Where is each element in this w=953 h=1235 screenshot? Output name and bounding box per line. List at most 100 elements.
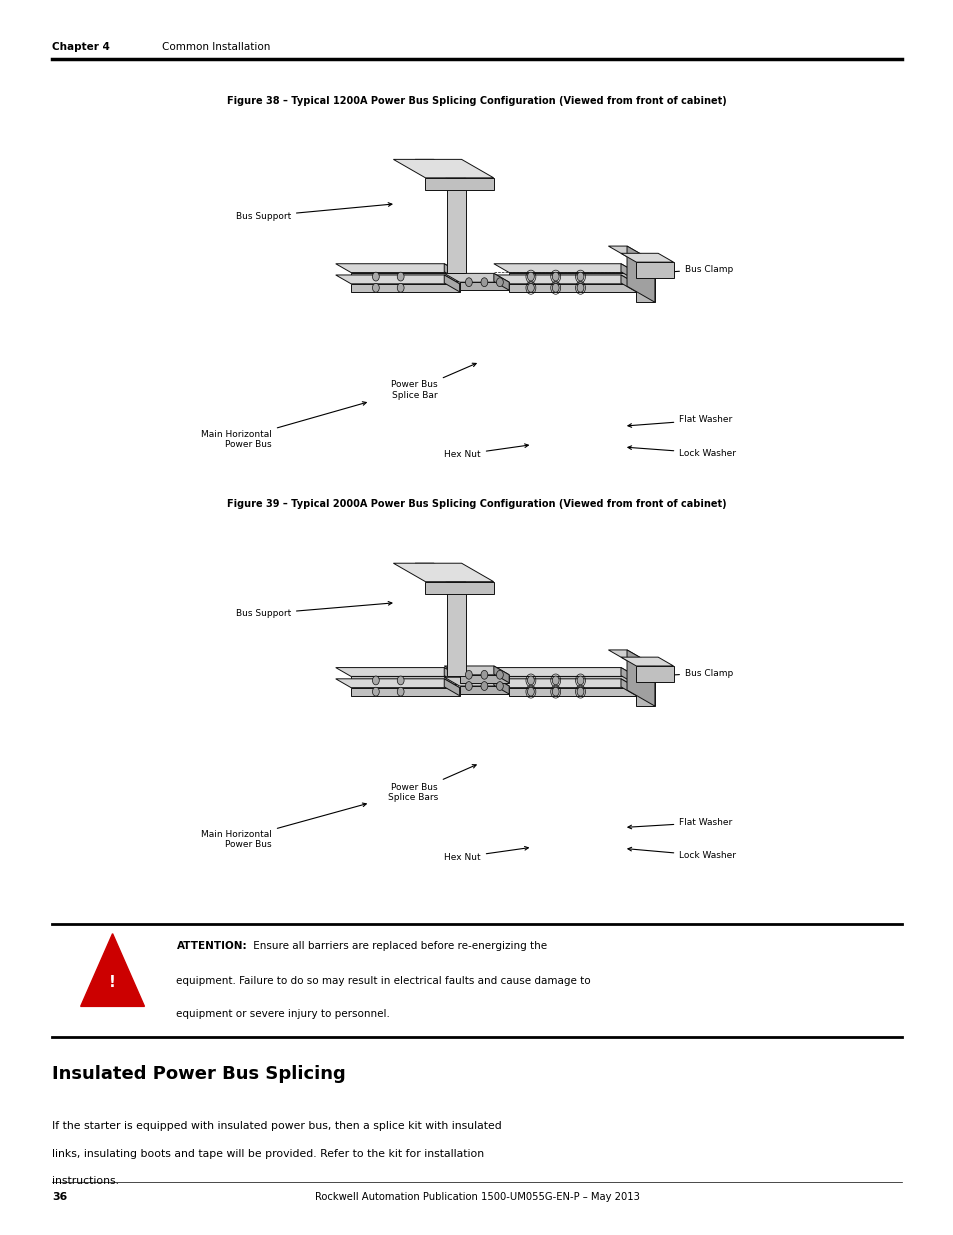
Polygon shape bbox=[509, 273, 636, 280]
Polygon shape bbox=[620, 275, 636, 291]
Polygon shape bbox=[81, 934, 144, 1007]
Polygon shape bbox=[494, 677, 509, 694]
Circle shape bbox=[527, 687, 534, 697]
Polygon shape bbox=[335, 264, 459, 273]
Polygon shape bbox=[335, 668, 459, 677]
Circle shape bbox=[577, 687, 583, 697]
Circle shape bbox=[396, 283, 404, 293]
Text: Hex Nut: Hex Nut bbox=[444, 846, 528, 862]
Text: Hex Nut: Hex Nut bbox=[444, 443, 528, 459]
Text: Figure 39 – Typical 2000A Power Bus Splicing Configuration (Viewed from front of: Figure 39 – Typical 2000A Power Bus Spli… bbox=[227, 499, 726, 509]
Text: Lock Washer: Lock Washer bbox=[627, 847, 736, 861]
Text: equipment or severe injury to personnel.: equipment or severe injury to personnel. bbox=[176, 1009, 390, 1019]
Circle shape bbox=[496, 671, 503, 679]
Polygon shape bbox=[444, 679, 459, 695]
Polygon shape bbox=[620, 668, 636, 684]
Polygon shape bbox=[494, 264, 636, 273]
Polygon shape bbox=[444, 273, 509, 283]
Text: Insulated Power Bus Splicing: Insulated Power Bus Splicing bbox=[52, 1065, 346, 1083]
Text: Main Horizontal
Power Bus: Main Horizontal Power Bus bbox=[201, 803, 366, 850]
Circle shape bbox=[396, 676, 404, 685]
Polygon shape bbox=[494, 668, 636, 677]
Polygon shape bbox=[636, 262, 654, 303]
Polygon shape bbox=[494, 273, 509, 290]
Polygon shape bbox=[393, 159, 493, 178]
Polygon shape bbox=[335, 679, 459, 688]
Text: Flat Washer: Flat Washer bbox=[627, 415, 732, 427]
Text: Bus Clamp: Bus Clamp bbox=[640, 264, 733, 275]
Polygon shape bbox=[351, 273, 459, 280]
Polygon shape bbox=[509, 284, 636, 291]
Circle shape bbox=[577, 283, 583, 293]
Circle shape bbox=[577, 272, 583, 282]
Polygon shape bbox=[620, 679, 636, 695]
Text: ATTENTION:: ATTENTION: bbox=[176, 941, 247, 951]
Polygon shape bbox=[494, 275, 636, 284]
Text: Flat Washer: Flat Washer bbox=[627, 818, 732, 829]
Circle shape bbox=[496, 278, 503, 287]
Polygon shape bbox=[620, 657, 673, 666]
Circle shape bbox=[480, 671, 487, 679]
Text: Bus Support: Bus Support bbox=[235, 601, 392, 619]
Polygon shape bbox=[415, 159, 465, 178]
Circle shape bbox=[552, 272, 558, 282]
Circle shape bbox=[372, 272, 379, 282]
Polygon shape bbox=[351, 284, 459, 291]
Polygon shape bbox=[444, 666, 509, 674]
Polygon shape bbox=[620, 264, 636, 280]
Text: Power Bus
Splice Bars: Power Bus Splice Bars bbox=[387, 764, 476, 803]
Polygon shape bbox=[626, 650, 654, 706]
Polygon shape bbox=[636, 666, 654, 706]
Text: Bus Support: Bus Support bbox=[235, 203, 392, 221]
Text: If the starter is equipped with insulated power bus, then a splice kit with insu: If the starter is equipped with insulate… bbox=[52, 1121, 501, 1131]
Polygon shape bbox=[425, 178, 493, 190]
Polygon shape bbox=[620, 253, 673, 262]
Text: instructions.: instructions. bbox=[52, 1176, 119, 1186]
Polygon shape bbox=[459, 283, 509, 290]
Text: !: ! bbox=[109, 976, 116, 990]
Polygon shape bbox=[509, 688, 636, 695]
Polygon shape bbox=[494, 679, 636, 688]
Text: Rockwell Automation Publication 1500-UM055G-EN-P – May 2013: Rockwell Automation Publication 1500-UM0… bbox=[314, 1192, 639, 1202]
Polygon shape bbox=[335, 275, 459, 284]
Circle shape bbox=[527, 283, 534, 293]
Polygon shape bbox=[415, 563, 465, 582]
Circle shape bbox=[552, 687, 558, 697]
Circle shape bbox=[496, 682, 503, 690]
Text: links, insulating boots and tape will be provided. Refer to the kit for installa: links, insulating boots and tape will be… bbox=[52, 1149, 484, 1158]
Circle shape bbox=[396, 687, 404, 697]
Circle shape bbox=[552, 676, 558, 685]
Text: Common Installation: Common Installation bbox=[162, 42, 271, 52]
Polygon shape bbox=[608, 246, 654, 262]
Text: Lock Washer: Lock Washer bbox=[627, 446, 736, 458]
Text: Ensure all barriers are replaced before re-energizing the: Ensure all barriers are replaced before … bbox=[250, 941, 546, 951]
Circle shape bbox=[465, 682, 472, 690]
Circle shape bbox=[372, 676, 379, 685]
Polygon shape bbox=[494, 666, 509, 683]
Circle shape bbox=[552, 283, 558, 293]
Polygon shape bbox=[351, 688, 459, 695]
Polygon shape bbox=[393, 563, 493, 582]
Text: equipment. Failure to do so may result in electrical faults and cause damage to: equipment. Failure to do so may result i… bbox=[176, 976, 591, 986]
Text: 36: 36 bbox=[52, 1192, 68, 1202]
Text: Bus Clamp: Bus Clamp bbox=[640, 668, 733, 678]
Text: Figure 38 – Typical 1200A Power Bus Splicing Configuration (Viewed from front of: Figure 38 – Typical 1200A Power Bus Spli… bbox=[227, 96, 726, 106]
Circle shape bbox=[480, 682, 487, 690]
Polygon shape bbox=[444, 668, 459, 684]
Circle shape bbox=[465, 671, 472, 679]
Polygon shape bbox=[608, 650, 654, 666]
Polygon shape bbox=[509, 677, 636, 684]
Polygon shape bbox=[636, 262, 673, 278]
Circle shape bbox=[527, 676, 534, 685]
Circle shape bbox=[480, 278, 487, 287]
Polygon shape bbox=[447, 582, 465, 677]
Polygon shape bbox=[444, 275, 459, 291]
Circle shape bbox=[527, 272, 534, 282]
Circle shape bbox=[465, 278, 472, 287]
Polygon shape bbox=[459, 687, 509, 694]
Polygon shape bbox=[636, 666, 673, 682]
Text: Power Bus
Splice Bar: Power Bus Splice Bar bbox=[391, 363, 476, 400]
Polygon shape bbox=[444, 677, 509, 687]
Circle shape bbox=[372, 687, 379, 697]
Polygon shape bbox=[444, 264, 459, 280]
